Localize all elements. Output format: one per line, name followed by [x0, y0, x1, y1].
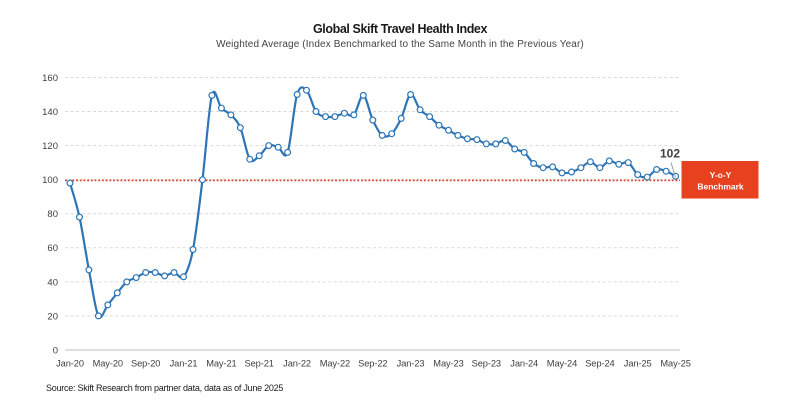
svg-text:Source: Skift Research from pa: Source: Skift Research from partner data… [46, 383, 283, 393]
svg-text:Jan-23: Jan-23 [397, 359, 425, 369]
svg-text:40: 40 [47, 277, 58, 288]
svg-text:Benchmark: Benchmark [697, 182, 744, 192]
svg-text:May-23: May-23 [433, 359, 463, 369]
svg-text:Jan-22: Jan-22 [283, 359, 311, 369]
svg-text:Jan-24: Jan-24 [510, 359, 538, 369]
svg-text:100: 100 [42, 175, 58, 186]
svg-text:May-24: May-24 [547, 359, 577, 369]
svg-text:Sep-20: Sep-20 [131, 359, 160, 369]
svg-text:102: 102 [660, 147, 680, 161]
svg-text:160: 160 [42, 73, 58, 84]
svg-text:20: 20 [47, 311, 58, 322]
svg-text:May-22: May-22 [320, 359, 350, 369]
svg-text:Global Skift Travel Health Ind: Global Skift Travel Health Index [313, 22, 488, 36]
svg-text:140: 140 [42, 107, 58, 118]
svg-text:Y-o-Y: Y-o-Y [710, 170, 732, 180]
svg-text:80: 80 [47, 209, 58, 220]
svg-text:60: 60 [47, 243, 58, 254]
svg-text:Sep-21: Sep-21 [245, 359, 274, 369]
svg-text:Sep-22: Sep-22 [358, 359, 387, 369]
svg-text:Jan-21: Jan-21 [170, 359, 198, 369]
svg-text:Weighted Average (Index Benchm: Weighted Average (Index Benchmarked to t… [216, 39, 584, 50]
svg-text:Sep-23: Sep-23 [472, 359, 501, 369]
svg-text:120: 120 [42, 141, 58, 152]
svg-text:0: 0 [53, 345, 58, 356]
svg-text:May-25: May-25 [660, 359, 690, 369]
svg-text:May-20: May-20 [93, 359, 123, 369]
svg-text:Jan-25: Jan-25 [624, 359, 652, 369]
svg-text:May-21: May-21 [206, 359, 236, 369]
svg-text:Sep-24: Sep-24 [585, 359, 614, 369]
svg-text:Jan-20: Jan-20 [56, 359, 84, 369]
